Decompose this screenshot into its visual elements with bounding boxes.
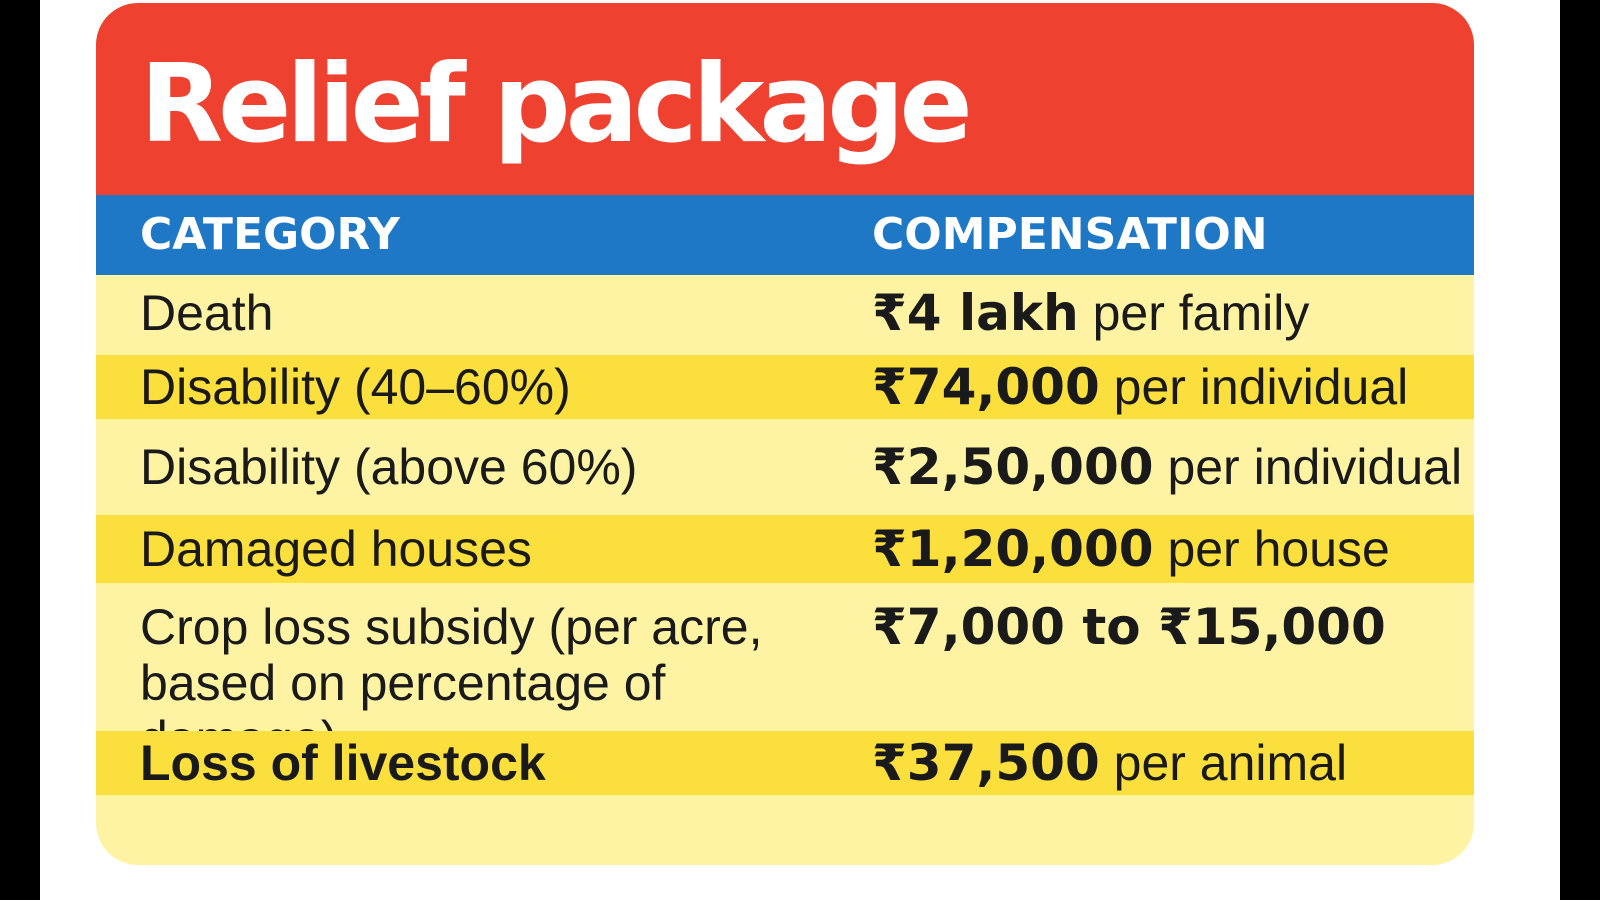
graphic-canvas: Relief package CATEGORY COMPENSATION Dea… [40, 0, 1560, 900]
compensation-cell: ₹1,20,000 per house [872, 521, 1390, 577]
compensation-cell: ₹7,000 to ₹15,000 [872, 599, 1386, 655]
compensation-cell: ₹74,000 per individual [872, 359, 1408, 415]
category-cell: Disability (40–60%) [140, 359, 571, 415]
table-row: Death ₹4 lakh per family [96, 275, 1474, 355]
compensation-unit: per individual [1113, 359, 1409, 415]
table-header: CATEGORY COMPENSATION [96, 195, 1474, 275]
table-row: Damaged houses ₹1,20,000 per house [96, 515, 1474, 583]
table-row: Disability (above 60%) ₹2,50,000 per ind… [96, 419, 1474, 515]
compensation-unit: per house [1167, 521, 1390, 577]
compensation-amount: ₹1,20,000 [872, 520, 1154, 578]
compensation-unit: per individual [1167, 439, 1463, 495]
page-title: Relief package [140, 42, 973, 167]
relief-package-card: Relief package CATEGORY COMPENSATION Dea… [96, 3, 1474, 865]
compensation-amount: ₹74,000 [872, 358, 1100, 416]
category-cell: Death [140, 285, 274, 341]
compensation-amount: ₹2,50,000 [872, 438, 1154, 496]
category-cell: Disability (above 60%) [140, 439, 638, 495]
table-row: Crop loss subsidy (per acre, based on pe… [96, 583, 1474, 767]
category-cell: Damaged houses [140, 521, 532, 577]
table-row: Loss of livestock ₹37,500 per animal [96, 731, 1474, 795]
compensation-unit: per animal [1113, 735, 1348, 791]
compensation-cell: ₹4 lakh per family [872, 285, 1309, 341]
header-compensation: COMPENSATION [872, 209, 1268, 260]
compensation-amount: ₹4 lakh [872, 284, 1079, 342]
title-bar: Relief package [96, 3, 1474, 195]
compensation-unit: per family [1092, 285, 1310, 341]
compensation-amount: ₹37,500 [872, 734, 1100, 792]
category-cell: Loss of livestock [140, 735, 546, 791]
header-category: CATEGORY [140, 209, 400, 260]
compensation-cell: ₹2,50,000 per individual [872, 439, 1462, 495]
compensation-cell: ₹37,500 per animal [872, 735, 1347, 791]
category-cell: Crop loss subsidy (per acre, based on pe… [140, 599, 763, 767]
compensation-amount: ₹7,000 to ₹15,000 [872, 598, 1386, 656]
table-row: Disability (40–60%) ₹74,000 per individu… [96, 355, 1474, 419]
